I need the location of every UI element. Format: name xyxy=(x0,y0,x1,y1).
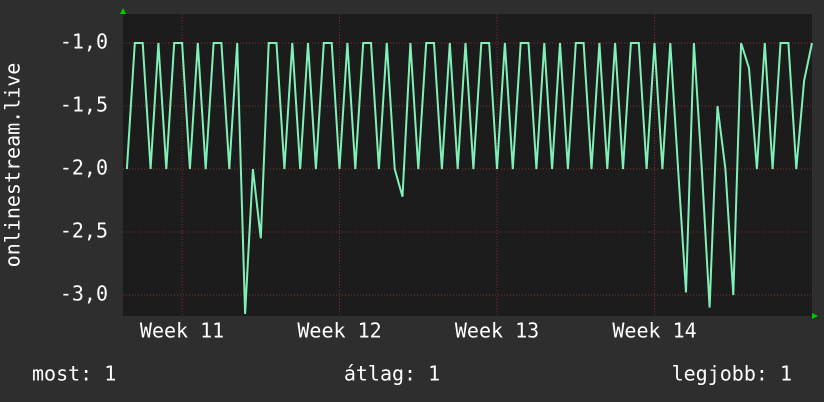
x-tick-label: Week 11 xyxy=(140,319,224,343)
y-tick-label: -2,0 xyxy=(60,155,108,179)
y-tick-label: -2,5 xyxy=(60,218,108,242)
x-tick-label: Week 14 xyxy=(612,319,696,343)
footer-max: legjobb: 1 xyxy=(672,362,792,386)
y-tick-label: -1,0 xyxy=(60,29,108,53)
series-line xyxy=(125,42,813,314)
axis-arrow xyxy=(120,8,126,14)
y-axis-label: onlinestream.live xyxy=(1,63,25,268)
footer-current: most: 1 xyxy=(32,362,116,386)
x-tick-label: Week 13 xyxy=(455,319,539,343)
axis-arrow xyxy=(812,313,818,319)
y-tick-label: -3,0 xyxy=(60,281,108,305)
y-tick-label: -1,5 xyxy=(60,92,108,116)
x-tick-label: Week 12 xyxy=(297,319,381,343)
footer-average: átlag: 1 xyxy=(344,362,440,386)
